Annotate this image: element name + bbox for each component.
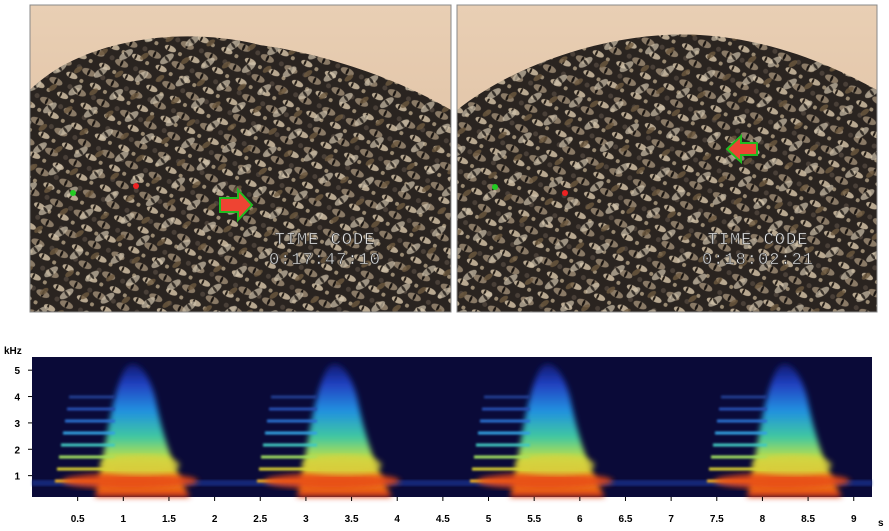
x-axis-unit: s xyxy=(878,518,884,529)
x-tick-label: 8 xyxy=(760,514,766,525)
x-tick-label: 1 xyxy=(121,514,127,525)
axes: kHz s 0.5 1 1.5 2 2.5 3 3.5 4 4.5 5 5.5 6 6.5 7 7.5 8 8.… xyxy=(4,346,884,529)
x-tick-label: 8.5 xyxy=(801,514,815,525)
spectrogram xyxy=(32,357,872,497)
x-tick-label: 4.5 xyxy=(436,514,450,525)
time-code-label: TIME CODE xyxy=(708,231,809,250)
y-tick-label: 4 xyxy=(14,393,20,404)
x-tick-label: 2 xyxy=(212,514,218,525)
y-tick-label: 5 xyxy=(14,366,20,377)
time-code-label: TIME CODE xyxy=(275,231,376,250)
time-code: 0:17:47:10 xyxy=(269,251,381,270)
y-tick-label: 2 xyxy=(14,445,20,456)
photo-left: TIME CODE 0:17:47:10 xyxy=(29,4,452,313)
x-tick-label: 6.5 xyxy=(619,514,633,525)
y-axis-label: kHz xyxy=(4,346,22,357)
x-tick-label: 6 xyxy=(577,514,583,525)
photo-right: TIME CODE 0:18:02:21 xyxy=(456,4,878,313)
x-tick-label: 3.5 xyxy=(345,514,359,525)
x-tick-label: 4 xyxy=(394,514,400,525)
x-tick-label: 9 xyxy=(851,514,857,525)
y-tick-label: 3 xyxy=(14,419,20,430)
y-tick-label: 1 xyxy=(14,472,20,483)
x-tick-label: 5 xyxy=(486,514,492,525)
x-tick-label: 3 xyxy=(303,514,309,525)
x-tick-label: 0.5 xyxy=(71,514,85,525)
x-tick-label: 1.5 xyxy=(162,514,176,525)
time-code: 0:18:02:21 xyxy=(702,251,814,270)
x-tick-label: 5.5 xyxy=(527,514,541,525)
x-tick-label: 7 xyxy=(668,514,674,525)
x-tick-label: 2.5 xyxy=(253,514,267,525)
x-tick-label: 7.5 xyxy=(710,514,724,525)
